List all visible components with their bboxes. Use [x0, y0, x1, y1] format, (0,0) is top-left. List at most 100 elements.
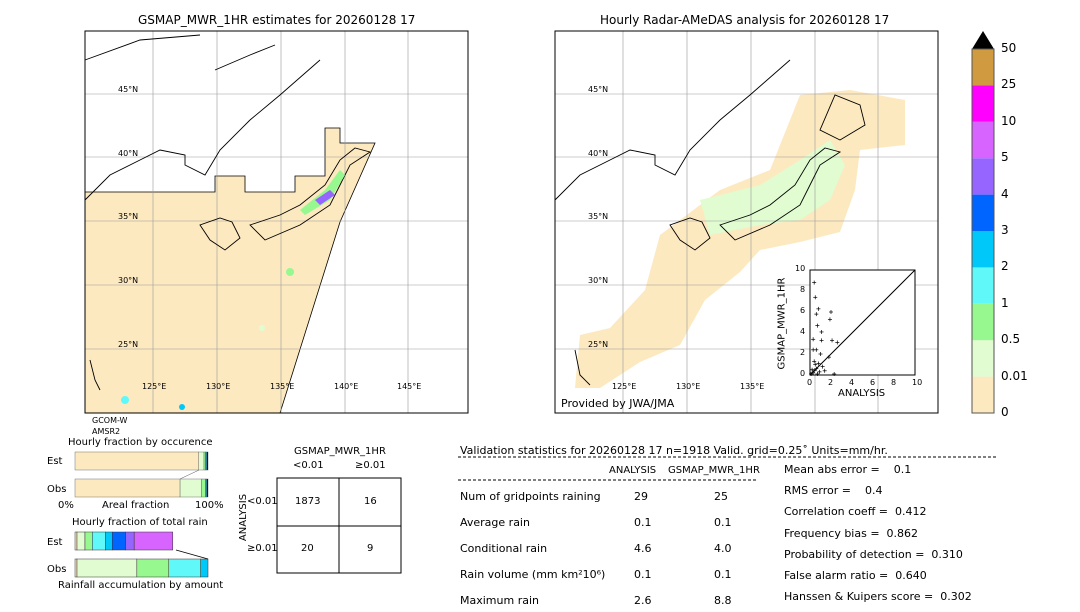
- rain-bar-segment: [74, 531, 78, 551]
- rain-bar-segment: [74, 558, 78, 578]
- lat-label: 35°N: [118, 212, 139, 221]
- colorbar-label: 0.01: [1001, 368, 1028, 383]
- occ-x-left: 0%: [58, 500, 74, 511]
- colorbar-label: 4: [1001, 186, 1009, 201]
- scatter-point: [815, 371, 820, 376]
- scatter-ytick: 4: [800, 327, 806, 336]
- scatter-xtick: 8: [891, 378, 897, 387]
- stats-analysis-value: 4.6: [634, 542, 652, 555]
- colorbar-segment: [972, 376, 994, 413]
- left-map-title: GSMAP_MWR_1HR estimates for 20260128 17: [138, 13, 416, 27]
- rain-bar-segment: [76, 531, 86, 551]
- stats-gsmap-value: 0.1: [714, 516, 732, 529]
- colorbar-label: 2: [1001, 259, 1009, 274]
- stats-row-label: Rain volume (mm km²10⁶): [460, 568, 606, 581]
- stats-analysis-value: 0.1: [634, 568, 652, 581]
- scatter-xtick: 6: [870, 378, 876, 387]
- scatter-point: [819, 329, 824, 334]
- scatter-point: [813, 295, 818, 300]
- occurrence-bar-segment: [198, 451, 205, 471]
- occurrence-bar-segment: [74, 451, 199, 471]
- occ-obs-label: Obs: [47, 484, 67, 495]
- lat-label: 45°N: [118, 85, 139, 94]
- table-cell: 16: [364, 496, 377, 507]
- lat-label: 25°N: [118, 340, 139, 349]
- scatter-plot: [809, 269, 916, 376]
- sensor-label: AMSR2: [92, 427, 121, 436]
- colorbar-label: 3: [1001, 223, 1009, 237]
- lat-label: 40°N: [118, 149, 139, 158]
- occurrence-title: Hourly fraction by occurence: [68, 437, 213, 448]
- colorbar-segment: [972, 121, 994, 159]
- colorbar-label: 0: [1001, 405, 1009, 419]
- rain-est-label: Est: [47, 537, 63, 548]
- occ-xlabel: Areal fraction: [102, 500, 170, 511]
- lon-label: 125°E: [142, 382, 167, 391]
- rain-bar-segment: [200, 558, 209, 578]
- scatter-point: [830, 338, 835, 343]
- rain-title: Hourly fraction of total rain: [72, 517, 208, 528]
- contingency-table-grid: [276, 477, 402, 574]
- scatter-point: [816, 361, 821, 366]
- scatter-ytick: 6: [800, 306, 806, 315]
- scatter-point: [827, 317, 832, 322]
- scatter-point: [814, 347, 819, 352]
- occurrence-bars: [74, 451, 209, 498]
- scatter-point: [810, 367, 815, 372]
- colorbar-extend-arrow: [972, 31, 994, 49]
- rain-bar-segment: [92, 531, 106, 551]
- rain-bar-segment: [125, 531, 135, 551]
- scatter-xlabel: ANALYSIS: [838, 388, 886, 399]
- stats-score: RMS error = 0.4: [784, 484, 883, 498]
- rain-bar-segment: [136, 558, 170, 578]
- scatter-xtick: 10: [912, 378, 923, 387]
- rain-xlabel: Rainfall accumulation by amount: [58, 580, 224, 591]
- stats-analysis-value: 29: [634, 490, 648, 503]
- lon-label: 130°E: [206, 382, 231, 391]
- right-map-light-rain: [700, 140, 845, 235]
- table-col-header: <0.01: [293, 460, 324, 471]
- left-map-coverage: [84, 127, 376, 414]
- stats-row-label: Average rain: [460, 516, 530, 529]
- left-map-rain: [121, 170, 345, 410]
- stats-score: Correlation coeff = 0.412: [784, 505, 927, 519]
- scatter-point: [835, 340, 840, 345]
- scatter-point: [820, 364, 825, 369]
- rain-bar-segment: [76, 558, 138, 578]
- rain-bar-segment: [133, 531, 174, 551]
- right-map-frame: [554, 30, 939, 414]
- scatter-point: [815, 323, 820, 328]
- colorbar-segment: [972, 194, 994, 231]
- lat-label: 30°N: [588, 276, 609, 285]
- scatter-xtick: 4: [849, 378, 855, 387]
- rain-fraction-bars: [74, 531, 209, 578]
- colorbar-segment: [972, 267, 994, 304]
- stats-gsmap-value: 8.8: [714, 594, 732, 607]
- occurrence-bar-segment: [201, 478, 206, 498]
- table-cell: 1873: [295, 496, 321, 507]
- right-map: [554, 30, 939, 414]
- rain-obs-label: Obs: [47, 564, 67, 575]
- colorbar-frame: [971, 48, 995, 414]
- scatter-point: [812, 359, 817, 364]
- colorbar-label: 5: [1001, 150, 1009, 165]
- stats-gsmap-value: 4.0: [714, 542, 732, 555]
- scatter-point: [812, 280, 817, 285]
- rain-bar-segment: [111, 531, 126, 551]
- stats-analysis-value: 2.6: [634, 594, 652, 607]
- sensor-label: GCOM-W: [92, 416, 128, 425]
- scatter-point: [817, 369, 822, 374]
- lon-label: 135°E: [740, 382, 765, 391]
- table-row-header: ≥0.01: [247, 543, 278, 554]
- table-title: GSMAP_MWR_1HR: [294, 446, 386, 457]
- stats-score: Frequency bias = 0.862: [784, 526, 919, 540]
- left-map-frame: [84, 30, 469, 414]
- table-row-header: <0.01: [247, 496, 278, 507]
- stats-analysis-value: 0.1: [634, 516, 652, 529]
- scatter-point: [811, 337, 816, 342]
- stats-score: Mean abs error = 0.1: [784, 463, 912, 476]
- stats-score: Hanssen & Kuipers score = 0.302: [784, 590, 972, 604]
- colorbar-label: 1: [1001, 295, 1009, 310]
